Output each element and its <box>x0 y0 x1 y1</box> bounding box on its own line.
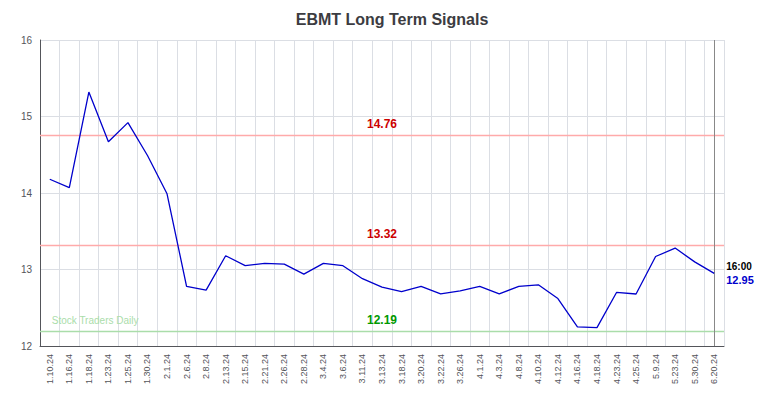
svg-text:12: 12 <box>21 341 33 352</box>
svg-text:3.20.24: 3.20.24 <box>416 354 426 384</box>
svg-text:3.26.24: 3.26.24 <box>455 354 465 384</box>
svg-text:14.76: 14.76 <box>367 117 397 131</box>
svg-text:2.21.24: 2.21.24 <box>260 354 270 384</box>
svg-text:1.16.24: 1.16.24 <box>64 354 74 384</box>
svg-text:1.23.24: 1.23.24 <box>103 354 113 384</box>
svg-text:14: 14 <box>21 188 33 199</box>
svg-text:2.15.24: 2.15.24 <box>240 354 250 384</box>
svg-text:5.23.24: 5.23.24 <box>670 354 680 384</box>
svg-text:5.30.24: 5.30.24 <box>690 354 700 384</box>
svg-text:3.6.24: 3.6.24 <box>338 354 348 379</box>
svg-text:2.28.24: 2.28.24 <box>299 354 309 384</box>
svg-text:2.26.24: 2.26.24 <box>279 354 289 384</box>
svg-text:4.1.24: 4.1.24 <box>475 354 485 379</box>
svg-text:2.13.24: 2.13.24 <box>221 354 231 384</box>
svg-text:5.9.24: 5.9.24 <box>651 354 661 379</box>
svg-text:1.25.24: 1.25.24 <box>123 354 133 384</box>
svg-text:3.11.24: 3.11.24 <box>357 354 367 383</box>
svg-text:6.20.24: 6.20.24 <box>709 354 719 384</box>
svg-text:3.13.24: 3.13.24 <box>377 354 387 384</box>
svg-text:13.32: 13.32 <box>367 227 397 241</box>
svg-text:3.4.24: 3.4.24 <box>318 354 328 379</box>
svg-text:4.16.24: 4.16.24 <box>572 354 582 384</box>
svg-text:4.25.24: 4.25.24 <box>631 354 641 384</box>
svg-text:4.10.24: 4.10.24 <box>533 354 543 384</box>
svg-text:1.30.24: 1.30.24 <box>142 354 152 384</box>
svg-text:12.19: 12.19 <box>367 313 397 327</box>
svg-text:EBMT Long Term Signals: EBMT Long Term Signals <box>296 11 489 28</box>
svg-text:4.8.24: 4.8.24 <box>514 354 524 379</box>
svg-text:15: 15 <box>21 111 33 122</box>
svg-text:4.12.24: 4.12.24 <box>553 354 563 384</box>
svg-text:4.3.24: 4.3.24 <box>494 354 504 379</box>
svg-text:4.18.24: 4.18.24 <box>592 354 602 384</box>
svg-text:16:00: 16:00 <box>726 261 752 272</box>
svg-text:16: 16 <box>21 35 33 46</box>
svg-text:13: 13 <box>21 264 33 275</box>
svg-text:4.23.24: 4.23.24 <box>612 354 622 384</box>
svg-text:3.18.24: 3.18.24 <box>397 354 407 384</box>
svg-text:1.10.24: 1.10.24 <box>45 354 55 384</box>
svg-text:2.1.24: 2.1.24 <box>162 354 172 379</box>
svg-text:1.18.24: 1.18.24 <box>84 354 94 384</box>
svg-text:12.95: 12.95 <box>726 274 754 286</box>
svg-text:3.22.24: 3.22.24 <box>436 354 446 384</box>
svg-text:Stock Traders Daily: Stock Traders Daily <box>52 315 139 326</box>
svg-text:2.6.24: 2.6.24 <box>182 354 192 379</box>
svg-text:2.8.24: 2.8.24 <box>201 354 211 379</box>
